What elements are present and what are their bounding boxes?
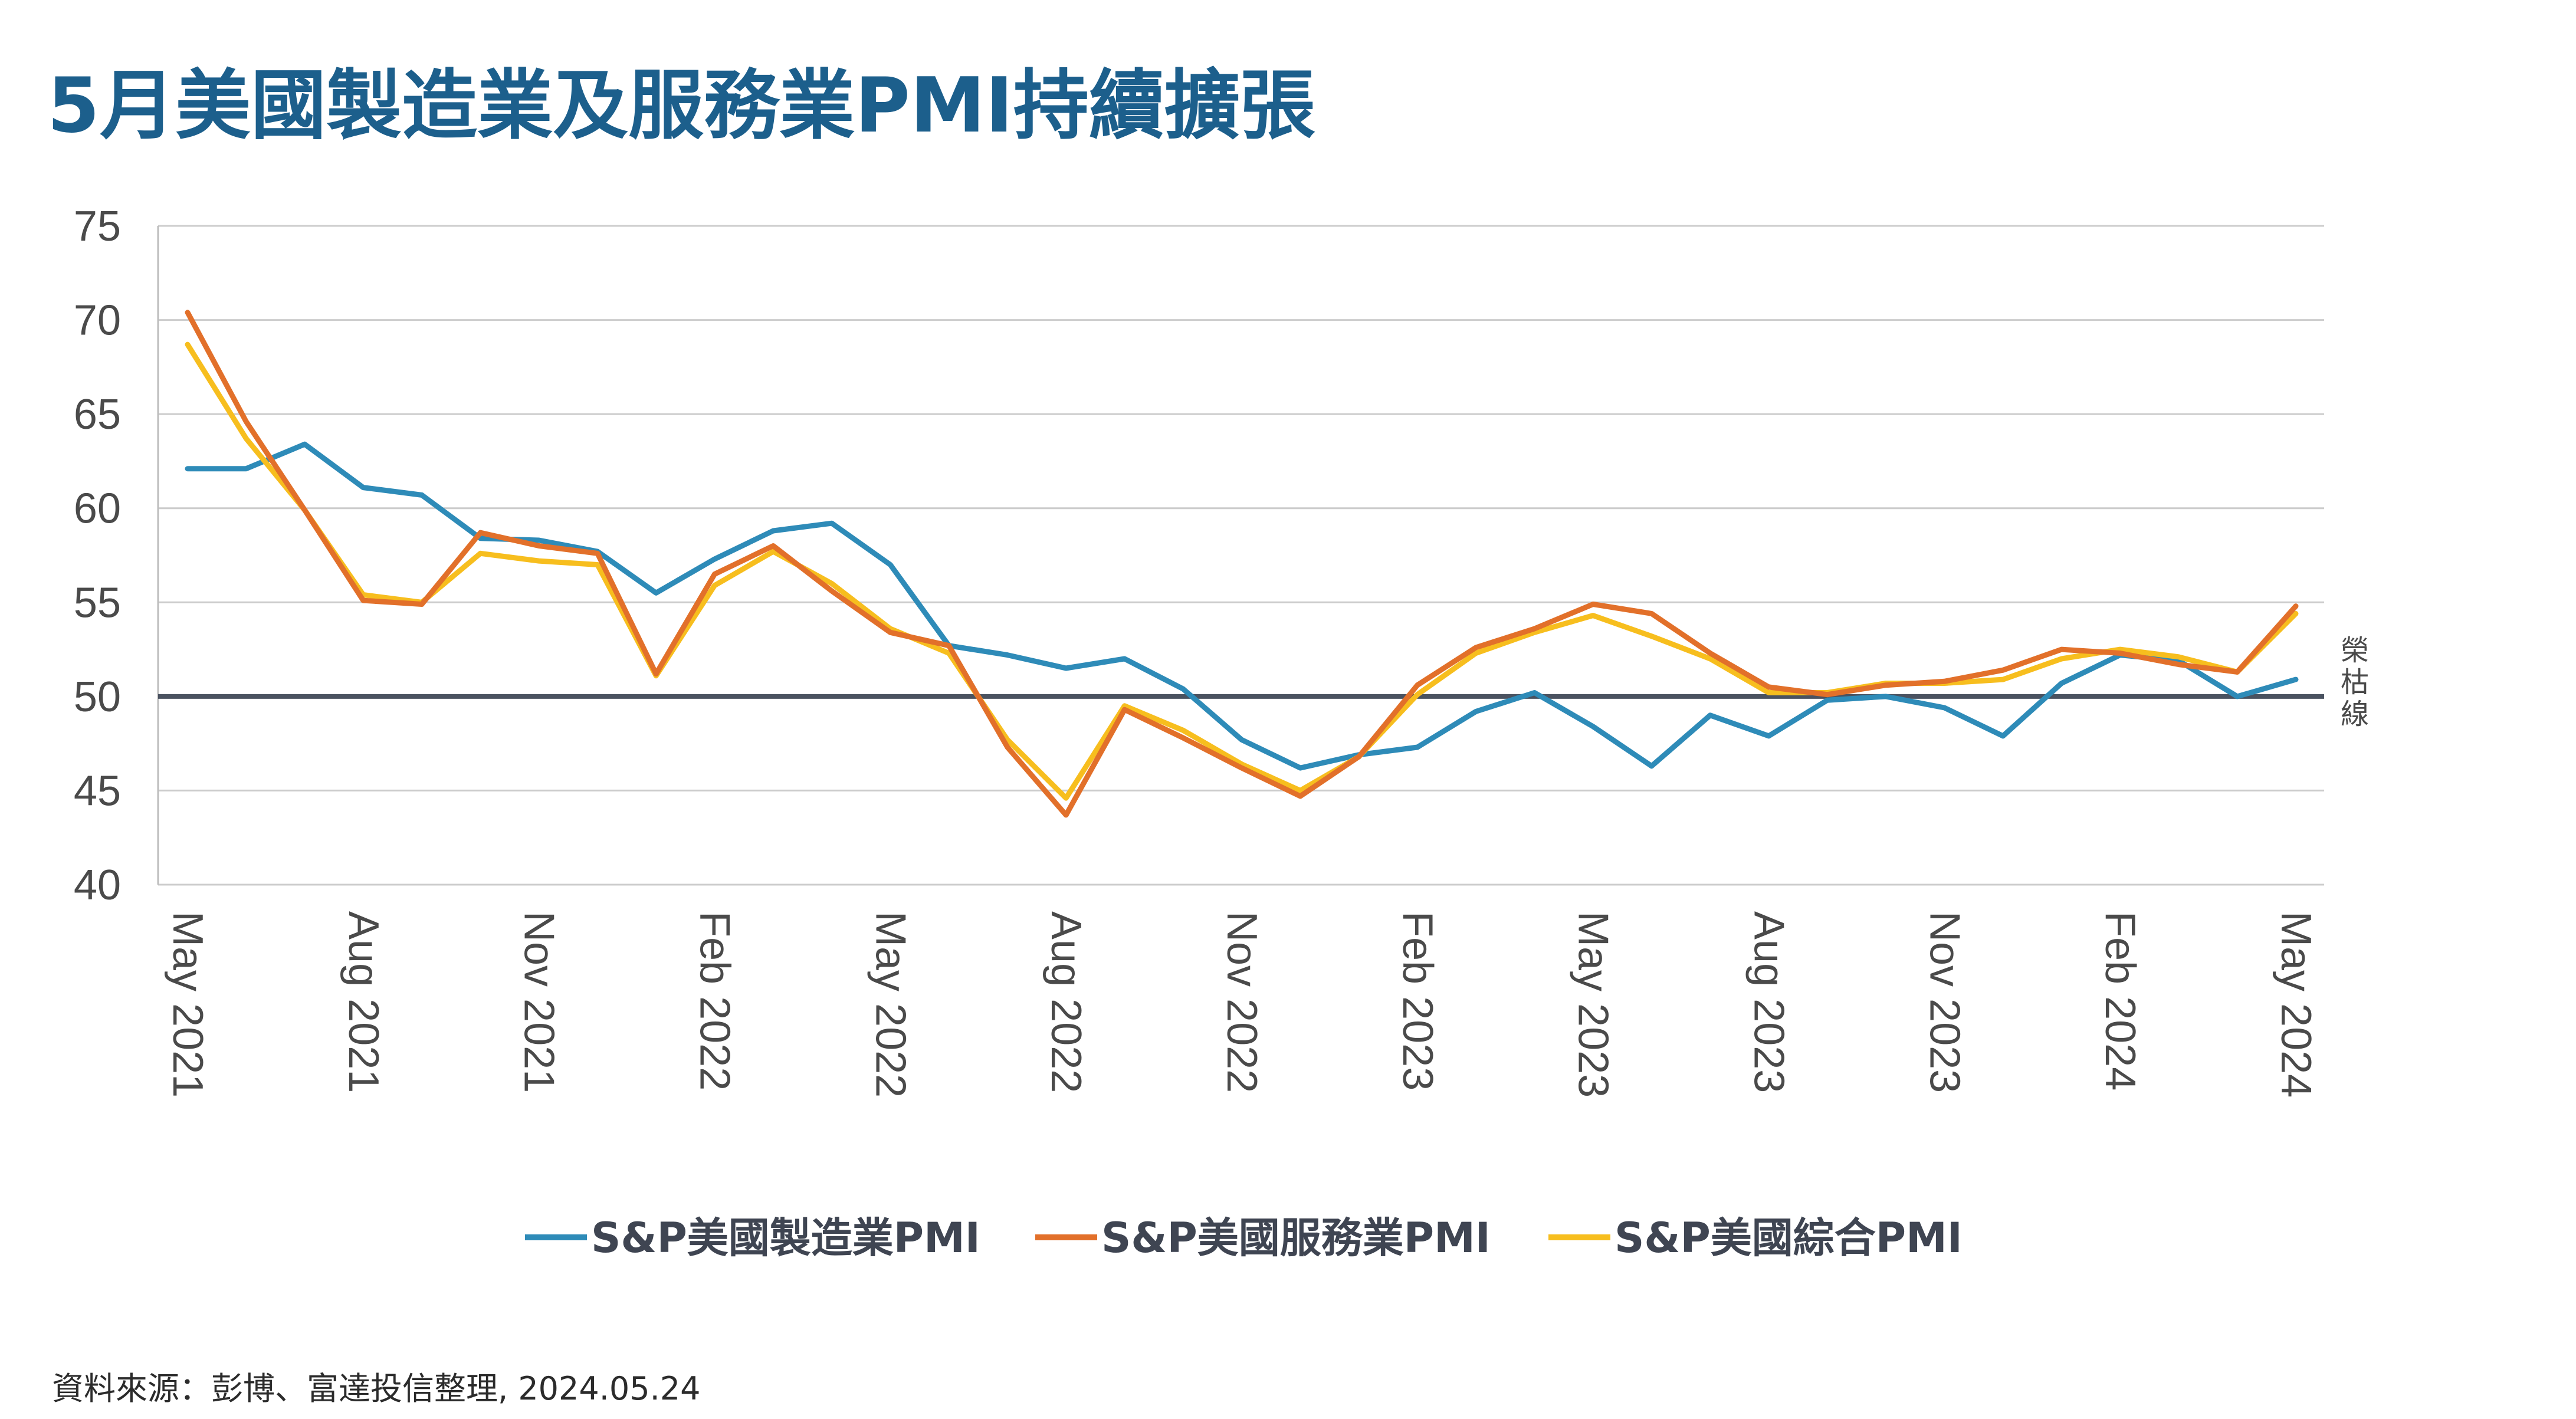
source-note: 資料來源：彭博、富達投信整理, 2024.05.24	[52, 1370, 701, 1407]
x-tick-label: Feb 2024	[2096, 911, 2144, 1090]
x-tick-label: Nov 2022	[1218, 911, 1265, 1093]
x-tick-label: Aug 2022	[1042, 911, 1090, 1093]
y-tick-label: 45	[74, 767, 121, 814]
y-tick-label: 60	[74, 485, 121, 533]
legend-label-1: S&P美國服務業PMI	[1101, 1214, 1491, 1262]
x-tick-label: Nov 2023	[1921, 911, 1968, 1093]
x-tick-label: May 2024	[2272, 911, 2319, 1098]
grid-lines	[158, 225, 2324, 886]
x-tick-label: Aug 2023	[1745, 911, 1793, 1093]
x-tick-label: Feb 2023	[1394, 911, 1441, 1090]
x-tick-label: May 2022	[867, 911, 914, 1098]
x-tick-label: Feb 2022	[691, 911, 739, 1090]
y-tick-label: 50	[74, 674, 121, 721]
x-axis: May 2021 Aug 2021 Nov 2021 Feb 2022 May 2022…	[164, 911, 2319, 1098]
y-tick-label: 75	[74, 203, 121, 250]
page-title: 5月美國製造業及服務業PMI持續擴張	[47, 62, 1315, 150]
legend: S&P美國製造業PMI S&P美國服務業PMI S&P美國綜合PMI	[525, 1214, 1963, 1262]
y-tick-label: 70	[74, 297, 121, 344]
series-lines	[185, 310, 2299, 818]
x-tick-label: Nov 2021	[516, 911, 563, 1093]
reference-line-label: 榮枯線	[2341, 634, 2369, 731]
series-line-2	[185, 341, 2299, 801]
reference-line-group: 榮枯線	[158, 634, 2369, 731]
y-tick-label: 55	[74, 579, 121, 626]
x-tick-label: May 2023	[1570, 911, 1617, 1098]
series-line-1	[185, 310, 2299, 818]
legend-label-0: S&P美國製造業PMI	[591, 1214, 980, 1262]
y-tick-label: 40	[74, 862, 121, 909]
series-line-0	[185, 441, 2299, 771]
y-axis: 40 45 50 55 60 65 70 75	[74, 203, 159, 909]
legend-label-2: S&P美國綜合PMI	[1614, 1214, 1963, 1262]
x-tick-label: May 2021	[164, 911, 211, 1098]
x-tick-label: Aug 2021	[340, 911, 387, 1093]
y-tick-label: 65	[74, 391, 121, 438]
